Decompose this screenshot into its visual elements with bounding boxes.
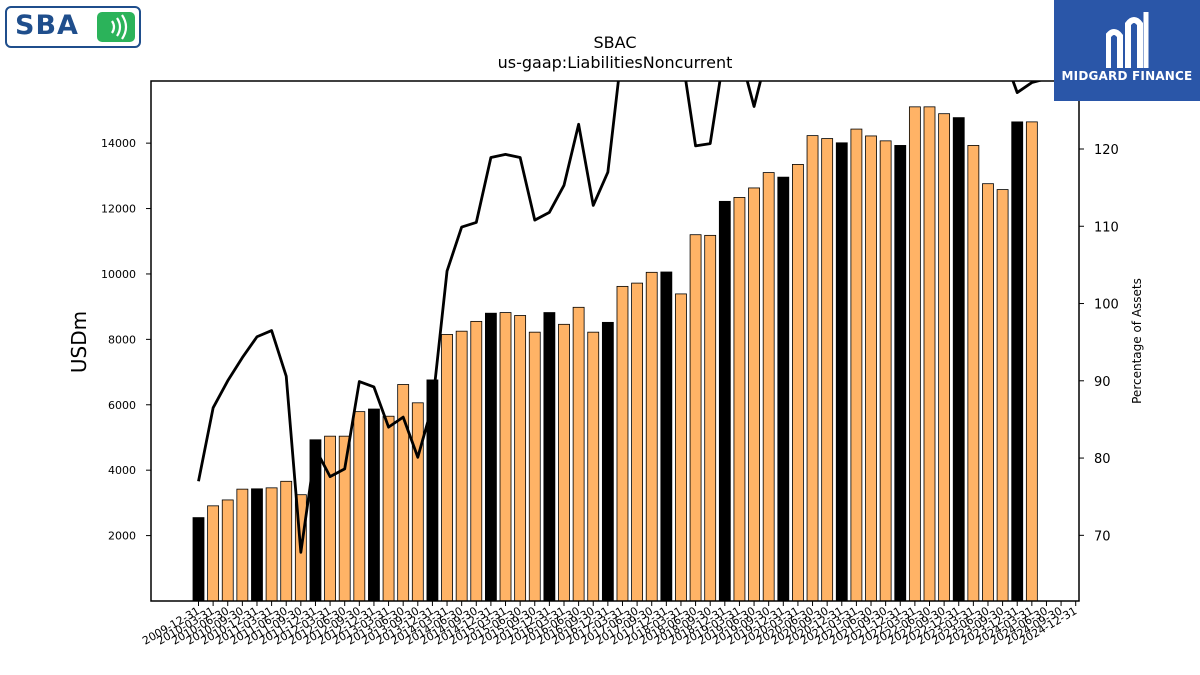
y-axis-label: USDm bbox=[67, 311, 91, 373]
bar bbox=[484, 312, 497, 602]
bar bbox=[952, 117, 965, 602]
bar bbox=[616, 285, 629, 602]
bar bbox=[265, 487, 278, 602]
chart-title: SBAC bbox=[594, 33, 637, 52]
bar bbox=[280, 480, 293, 602]
midgard-finance-logo: MIDGARD FINANCE bbox=[1054, 0, 1200, 101]
bar bbox=[733, 197, 746, 602]
y-tick-label: 2000 bbox=[108, 530, 136, 543]
bar bbox=[631, 282, 643, 602]
bar bbox=[1011, 121, 1024, 602]
bar bbox=[689, 234, 702, 602]
chart-subtitle: us-gaap:LiabilitiesNoncurrent bbox=[498, 53, 733, 72]
bar bbox=[850, 128, 863, 602]
y2-axis-label: Percentage of Assets bbox=[1130, 278, 1144, 404]
bar bbox=[353, 411, 366, 602]
bar bbox=[865, 135, 877, 602]
bar bbox=[368, 408, 380, 602]
y-tick-label: 10000 bbox=[101, 268, 136, 281]
bar bbox=[821, 138, 834, 602]
bar bbox=[601, 321, 614, 602]
bar bbox=[382, 415, 395, 602]
bar bbox=[221, 499, 234, 602]
bar bbox=[499, 312, 512, 602]
line-layer bbox=[197, 81, 1077, 554]
y-tick-label: 14000 bbox=[101, 137, 136, 150]
y2-tick-label: 90 bbox=[1094, 375, 1111, 390]
bar bbox=[192, 517, 205, 602]
sba-logo: SBA bbox=[5, 6, 141, 48]
y-tick-label: 4000 bbox=[108, 464, 136, 477]
plot-frame bbox=[150, 80, 1080, 602]
bar bbox=[558, 323, 570, 602]
bar bbox=[207, 505, 220, 602]
y-tick-label: 6000 bbox=[108, 399, 136, 412]
bar bbox=[923, 106, 936, 602]
midgard-mark-icon bbox=[1106, 12, 1149, 68]
axis-layer: 2000 4000 6000 8000 10000 12000 14000 70 80 90 100… bbox=[101, 137, 1119, 647]
bar bbox=[675, 293, 687, 602]
bar bbox=[543, 312, 556, 602]
bar bbox=[470, 320, 483, 602]
bar bbox=[748, 187, 760, 602]
bar bbox=[762, 172, 775, 602]
y2-tick-label: 100 bbox=[1094, 298, 1119, 313]
bar bbox=[938, 113, 951, 602]
bar bbox=[426, 379, 439, 602]
bar bbox=[251, 488, 263, 602]
bar bbox=[718, 200, 731, 602]
bar bbox=[572, 306, 585, 602]
y-tick-label: 8000 bbox=[108, 333, 136, 346]
bar bbox=[996, 189, 1009, 602]
bar bbox=[645, 271, 658, 602]
bars-layer bbox=[192, 106, 1038, 602]
bar bbox=[236, 488, 249, 602]
percentage-line bbox=[197, 81, 1077, 554]
bar bbox=[806, 135, 819, 602]
bar bbox=[704, 234, 717, 602]
bar bbox=[455, 330, 468, 602]
y2-tick-label: 70 bbox=[1094, 529, 1111, 544]
bar bbox=[587, 331, 600, 602]
sba-logo-text: SBA bbox=[15, 10, 79, 41]
midgard-finance-text: MIDGARD FINANCE bbox=[1061, 69, 1193, 83]
y2-tick-label: 120 bbox=[1094, 143, 1119, 158]
bar bbox=[894, 145, 907, 602]
y2-tick-label: 110 bbox=[1094, 220, 1119, 235]
bar bbox=[982, 183, 994, 602]
bar bbox=[660, 271, 673, 602]
bar bbox=[411, 402, 424, 602]
bar bbox=[528, 331, 541, 602]
bar bbox=[309, 439, 322, 602]
bar bbox=[1025, 121, 1038, 602]
bar bbox=[967, 145, 980, 602]
y2-tick-label: 80 bbox=[1094, 452, 1111, 467]
bar bbox=[514, 315, 527, 602]
bar bbox=[792, 163, 804, 602]
bar bbox=[324, 435, 336, 602]
signal-icon bbox=[97, 12, 135, 42]
bar bbox=[441, 334, 453, 602]
bar bbox=[835, 142, 848, 602]
bar bbox=[777, 176, 790, 602]
bar bbox=[879, 140, 892, 602]
y-tick-label: 12000 bbox=[101, 203, 136, 216]
bar bbox=[908, 106, 921, 602]
